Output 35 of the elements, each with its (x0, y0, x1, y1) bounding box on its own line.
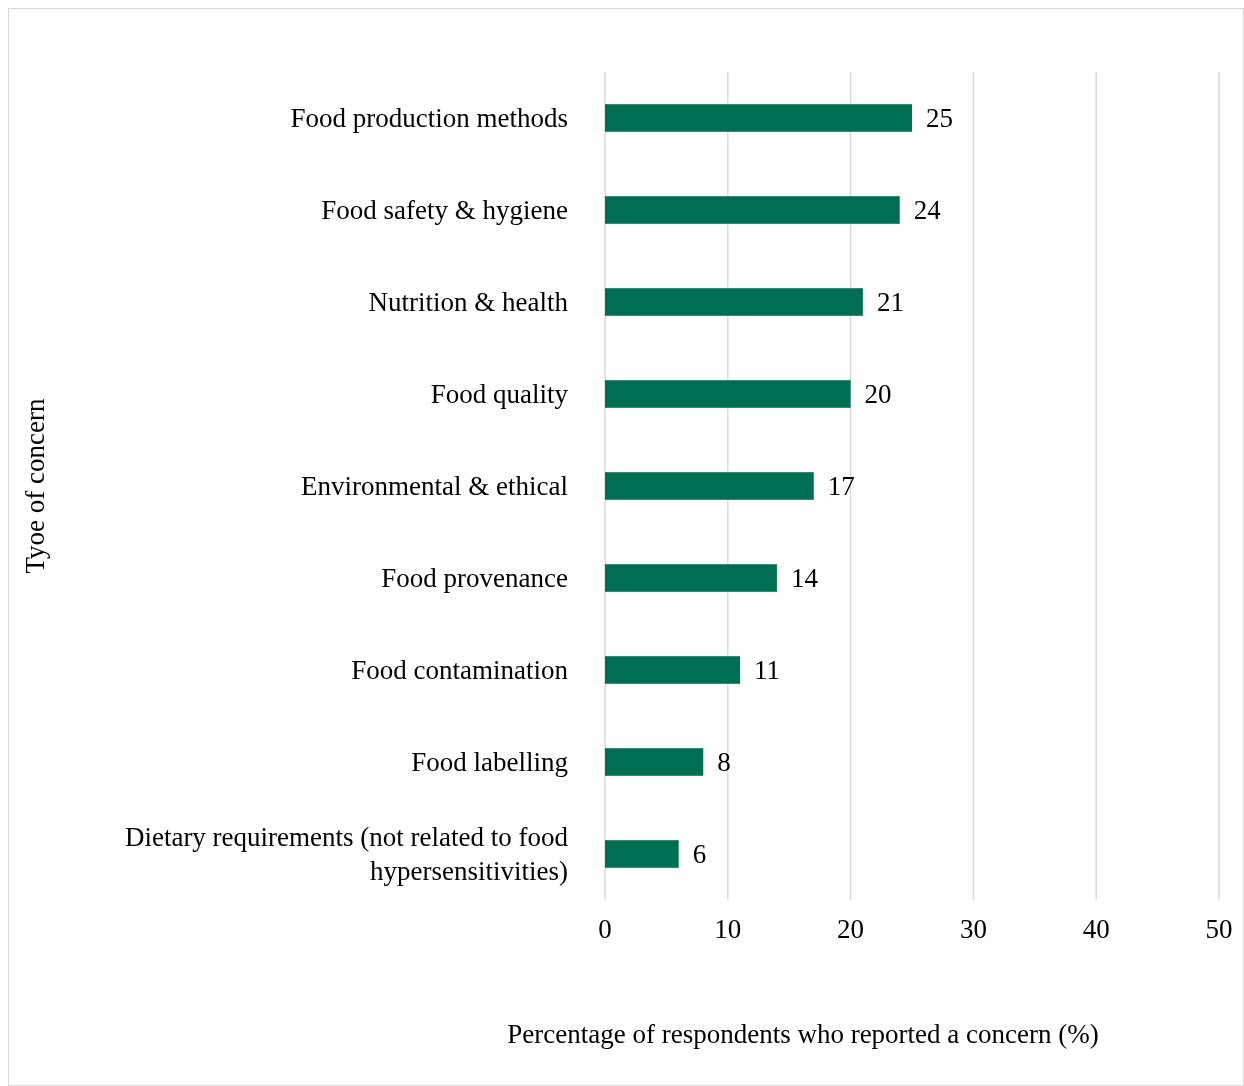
bar (605, 564, 777, 592)
bar (605, 472, 814, 500)
y-tick-label: Nutrition & health (368, 287, 569, 318)
bar (605, 104, 912, 132)
bar (605, 196, 900, 224)
y-tick-label: Environmental & ethical (301, 471, 568, 502)
data-label: 24 (913, 195, 942, 226)
x-tick-label: 20 (837, 914, 865, 944)
y-tick-label: Food safety & hygiene (321, 195, 568, 226)
bar (605, 380, 851, 408)
x-axis-title: Percentage of respondents who reported a concern (%) (507, 1019, 1099, 1049)
bar (605, 656, 741, 684)
y-tick-label: Food contamination (351, 655, 569, 686)
y-axis-title: Tyoe of concern (20, 397, 50, 574)
data-label: 8 (717, 747, 731, 778)
data-label: 11 (754, 655, 781, 686)
data-label: 25 (926, 103, 953, 134)
y-tick-label: Food quality (430, 379, 569, 410)
bar (605, 288, 863, 316)
y-tick-label: Food production methods (290, 103, 568, 134)
data-label: 17 (827, 471, 855, 502)
data-label: 6 (692, 839, 707, 870)
x-tick-label: 30 (959, 914, 987, 944)
bar (605, 748, 704, 776)
bar (605, 840, 679, 868)
x-tick-label: 0 (598, 914, 612, 944)
x-tick-label: 10 (714, 914, 742, 944)
y-tick-label: Food labelling (411, 747, 568, 778)
data-label: 21 (876, 287, 904, 318)
data-label: 14 (790, 563, 819, 594)
x-tick-label: 50 (1205, 914, 1233, 944)
y-tick-label: Dietary requirements (not related to food hypersensitivities) (124, 822, 569, 887)
y-tick-label: Food provenance (381, 563, 569, 594)
data-label: 20 (864, 379, 892, 410)
x-tick-label: 40 (1082, 914, 1110, 944)
